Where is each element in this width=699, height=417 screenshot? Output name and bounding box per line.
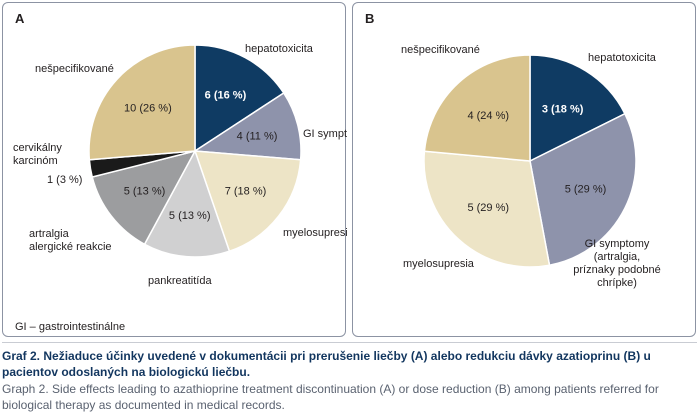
data-label-a-artralgia-alergicke-reakcie: 5 (13 %)	[124, 185, 166, 197]
divider	[2, 342, 697, 343]
category-label-a-cervikalny: cervikálny karcinóm	[13, 142, 62, 167]
data-label-a-myelosupresia: 7 (18 %)	[225, 185, 267, 197]
pie-slice-a-hepatotoxicita	[194, 44, 285, 153]
pie-slice-a-pankreatitida	[143, 149, 231, 258]
caption-english: Graph 2. Side effects leading to azathio…	[2, 382, 659, 412]
category-label-a-gi-symptomy: GI symptomy	[303, 128, 347, 140]
pie-slice-b-hepatotoxicita	[529, 54, 626, 163]
pie-slice-b-myelosupresia	[423, 150, 551, 268]
pie-slice-a-nespecifikovane	[88, 44, 196, 161]
category-label-b-hepatotoxicita: hepatotoxicita	[588, 52, 657, 64]
pie-slice-a-gi-symptomy	[192, 91, 302, 161]
category-label-a-hepatotoxicita: hepatotoxicita	[245, 43, 314, 55]
category-label-b-nespecifikovane: nešpecifikované	[401, 44, 480, 56]
category-label-a-artralgia: artralgia alergické reakcie	[29, 228, 112, 253]
data-label-a-pankreatitida: 5 (13 %)	[169, 210, 211, 222]
category-label-b-gi-symptomy: GI symptomy (artralgia, príznaky podobné ch…	[573, 238, 660, 289]
data-label-b-myelosupresia: 5 (29 %)	[467, 202, 509, 214]
pie-chart-b: 3 (18 %) 5 (29 %) 5 (29 %) 4 (24 %) hepatoto…	[401, 44, 661, 289]
category-label-a-nespecifikovane: nešpecifikované	[35, 63, 114, 75]
pie-slice-a-artralgia-alergicke-reakcie	[91, 149, 197, 246]
category-label-b-myelosupresia: myelosupresia	[403, 258, 475, 270]
category-label-a-myelosupresia: myelosupresia	[283, 227, 347, 239]
pie-chart-a: 6 (16 %) 4 (11 %) 7 (18 %) 5 (13 %) 5 (13 %)…	[13, 43, 347, 287]
pie-slice-b-nespecifikovane	[423, 54, 531, 162]
panel-letter-a: A	[15, 11, 25, 26]
category-label-a-pankreatitida: pankreatitída	[148, 275, 212, 287]
chart-panel-a: A 6 (16 %) 4 (11 %) 7 (18 %) 5 (13 %) 5 (13 …	[2, 2, 347, 337]
data-label-a-gi-symptomy: 4 (11 %)	[237, 130, 278, 142]
data-label-a-nespecifikovane: 10 (26 %)	[124, 103, 172, 115]
pie-slice-b-gi-symptomy-artralgia-priznaky-podobne-chripke	[529, 112, 637, 267]
chart-panel-b: B 3 (18 %) 5 (29 %) 5 (29 %) 4 (24 %) hepato…	[352, 2, 696, 337]
data-label-b-gi-symptomy-artralgia-priznaky-podobne-chripke: 5 (29 %)	[565, 184, 607, 196]
panel-letter-b: B	[365, 11, 375, 26]
data-label-b-nespecifikovane: 4 (24 %)	[467, 110, 509, 122]
data-label-b-hepatotoxicita: 3 (18 %)	[542, 103, 584, 115]
data-label-a-hepatotoxicita: 6 (16 %)	[205, 90, 247, 102]
footnote: GI – gastrointestinálne	[15, 321, 126, 333]
caption-slovak: Graf 2. Nežiaduce účinky uvedené v dokum…	[2, 349, 651, 379]
data-label-a-cervikalny-karcinom: 1 (3 %)	[47, 174, 82, 186]
